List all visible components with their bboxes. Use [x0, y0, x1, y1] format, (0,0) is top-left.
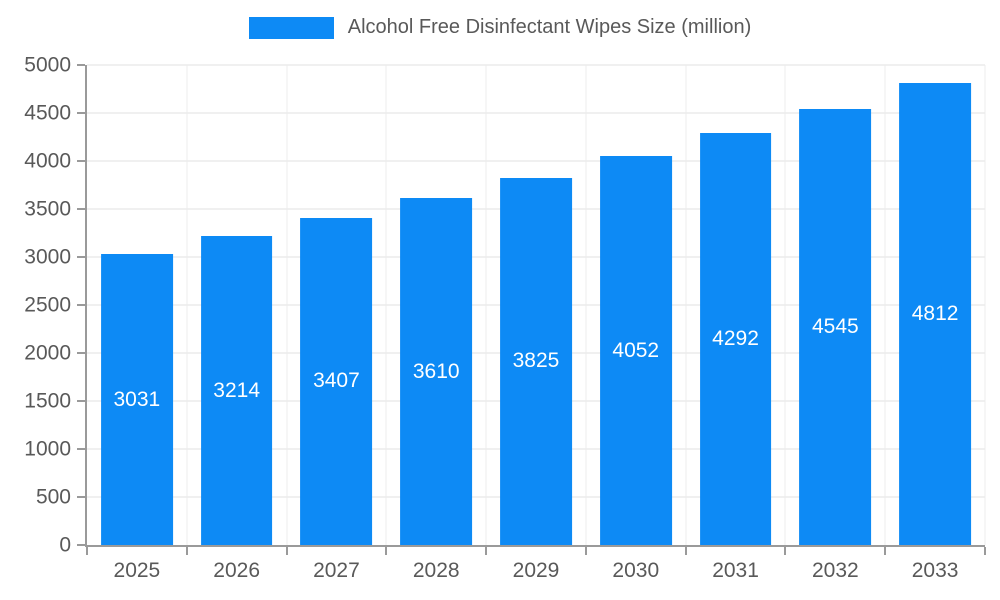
x-axis-tick: [285, 547, 288, 555]
bar-2030: 4052: [599, 156, 672, 545]
bar-value-label: 4292: [712, 326, 759, 350]
x-axis-tick: [385, 547, 388, 555]
x-axis-tick: [784, 547, 787, 555]
y-axis-tick: [77, 64, 85, 66]
gridline-vertical: [186, 65, 188, 545]
y-tick-label: 1500: [24, 389, 71, 413]
y-tick-label: 3000: [24, 245, 71, 269]
y-tick-label: 1000: [24, 437, 71, 461]
gridline-vertical: [984, 65, 986, 545]
bar-value-label: 4545: [811, 314, 859, 338]
y-tick-label: 0: [59, 533, 71, 557]
bar-2031: 4292: [699, 132, 772, 545]
bar-2027: 3407: [300, 217, 373, 545]
x-axis-tick: [984, 547, 986, 555]
x-axis-tick: [185, 547, 188, 555]
bar-2029: 3825: [500, 177, 572, 545]
bar-value-label: 4812: [911, 302, 959, 326]
bar-value-label: 3031: [113, 387, 161, 411]
bar-2032: 4545: [799, 108, 872, 545]
gridline-horizontal: [87, 64, 985, 66]
x-tick-label: 2027: [313, 559, 360, 582]
bar-value-label: 3214: [213, 378, 261, 402]
gridline-vertical: [485, 65, 487, 545]
bar-value-label: 3407: [313, 369, 360, 393]
y-tick-label: 4000: [24, 149, 71, 173]
bar-2025: 3031: [100, 254, 173, 545]
x-tick-label: 2030: [612, 559, 660, 582]
gridline-vertical: [685, 65, 687, 545]
x-axis-tick: [485, 547, 488, 555]
y-axis-tick: [77, 160, 85, 162]
y-axis-tick: [77, 496, 85, 498]
x-tick-label: 2033: [911, 559, 959, 582]
gridline-horizontal: [87, 160, 985, 162]
y-tick-label: 2500: [24, 293, 71, 317]
gridline-vertical: [286, 65, 288, 545]
x-axis-tick: [584, 547, 587, 555]
y-axis-tick: [77, 352, 85, 354]
x-tick-label: 2025: [113, 559, 161, 582]
plot-area: 0 500 1000 1500 2000 2500 3000 3500 4000 4500 5000…: [24, 55, 986, 582]
gridline-horizontal: [87, 112, 985, 114]
y-axis-tick: [77, 448, 85, 450]
y-tick-label: 2000: [24, 341, 71, 365]
bar-2033: 4812: [899, 83, 972, 545]
x-tick-label: 2026: [213, 559, 261, 582]
x-tick-label: 2032: [811, 559, 859, 582]
y-axis-tick: [77, 400, 85, 402]
bar-value-label: 4052: [612, 338, 660, 362]
gridline-vertical: [385, 65, 387, 545]
x-tick-label: 2028: [412, 559, 460, 582]
gridline-vertical: [585, 65, 587, 545]
y-axis-tick: [77, 304, 85, 306]
y-tick-label: 3500: [24, 197, 71, 221]
y-axis-tick: [77, 112, 85, 114]
y-tick-label: 4500: [24, 101, 71, 125]
legend-swatch: [248, 16, 334, 39]
y-axis-tick: [77, 208, 85, 210]
x-tick-label: 2031: [712, 559, 759, 582]
gridline-vertical: [884, 65, 886, 545]
y-axis-tick: [77, 256, 85, 258]
x-axis-tick: [884, 547, 887, 555]
x-axis-tick: [684, 547, 687, 555]
bar-2028: 3610: [400, 198, 473, 545]
y-tick-label: 5000: [24, 53, 71, 77]
bar-2026: 3214: [200, 236, 273, 545]
bar-value-label: 3610: [412, 359, 460, 383]
gridline-vertical: [784, 65, 786, 545]
x-axis-tick: [86, 547, 88, 555]
x-tick-label: 2029: [512, 559, 560, 582]
y-axis-tick: [77, 544, 85, 546]
chart-title: Alcohol Free Disinfectant Wipes Size (mi…: [347, 16, 752, 38]
bar-value-label: 3825: [512, 349, 560, 373]
legend: Alcohol Free Disinfectant Wipes Size (mi…: [0, 16, 1000, 39]
y-tick-label: 500: [35, 485, 71, 509]
